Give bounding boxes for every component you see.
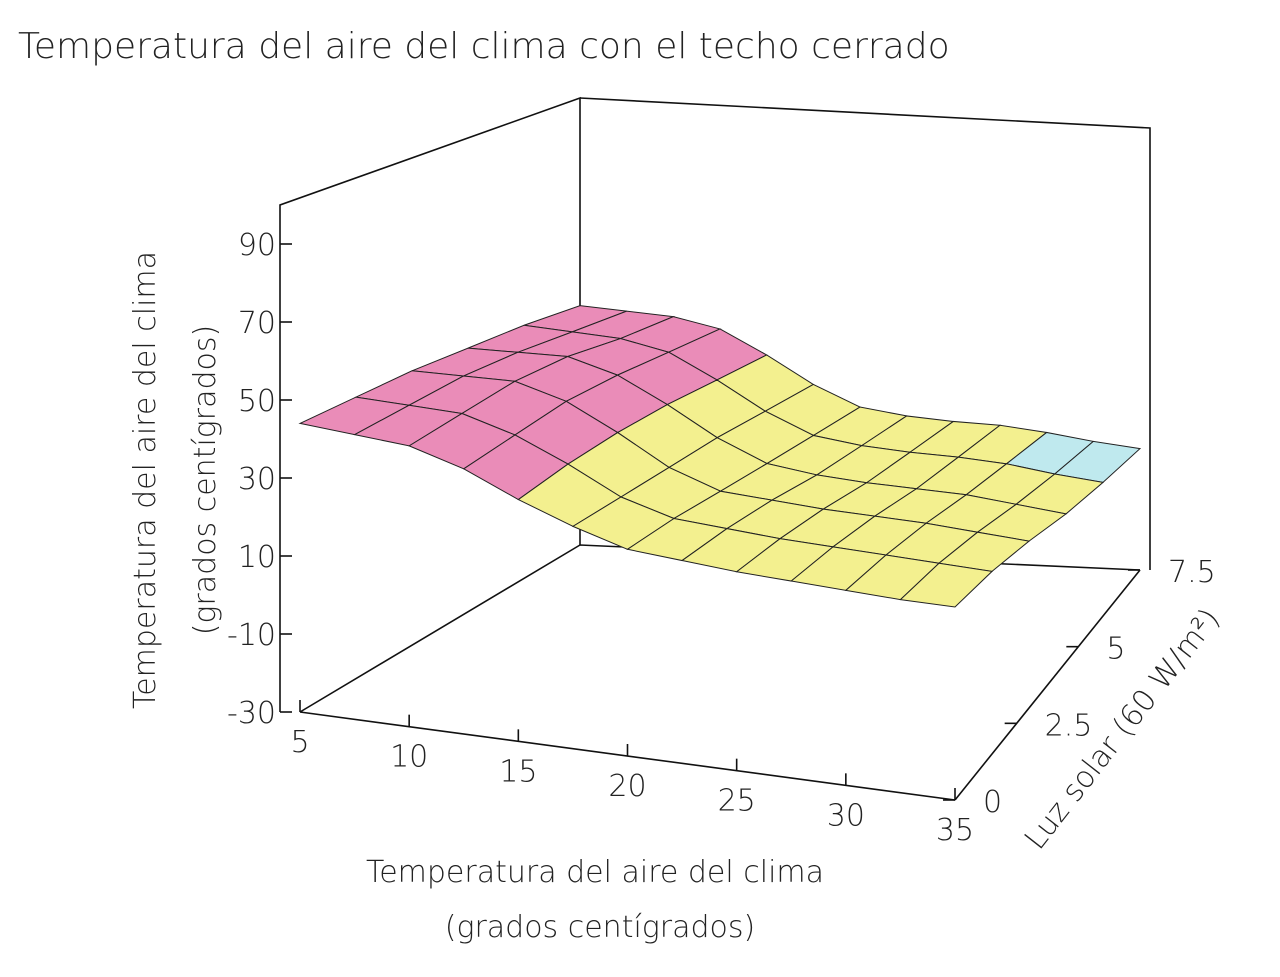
back-wall	[579, 97, 1151, 570]
surface-cell	[899, 562, 994, 608]
z-tick-label: 30	[238, 462, 276, 497]
z-tick-label: 10	[238, 540, 276, 575]
y-tick-label: 0	[983, 785, 1002, 820]
x-tick-label: 15	[499, 754, 537, 789]
z-tick-label: -10	[227, 618, 276, 653]
x-tick-label: 10	[390, 740, 428, 775]
x-axis-title: (grados centígrados)	[445, 910, 756, 945]
x-tick-label: 30	[827, 798, 865, 833]
z-tick-label: 70	[238, 306, 276, 341]
y-axis	[954, 569, 1141, 801]
y-tick-label: 5	[1106, 632, 1125, 667]
x-tick-label: 5	[290, 725, 309, 760]
y-tick-label: 7.5	[1168, 555, 1216, 590]
x-tick-label: 25	[718, 784, 756, 819]
z-axis-title: Temperatura del aire del clima	[128, 251, 163, 709]
z-tick-label: 90	[238, 228, 276, 263]
x-axis-title: Temperatura del aire del clima	[366, 855, 824, 890]
z-tick-label: -30	[227, 696, 276, 731]
chart-title: Temperatura del aire del clima con el te…	[18, 26, 950, 67]
y-tick-label: 2.5	[1045, 708, 1093, 743]
z-axis-title: (grados centígrados)	[188, 325, 223, 636]
floor-edge	[299, 544, 1141, 713]
x-tick-label: 20	[608, 769, 646, 804]
x-tick-label: 35	[936, 813, 974, 848]
z-tick-label: 50	[238, 384, 276, 419]
